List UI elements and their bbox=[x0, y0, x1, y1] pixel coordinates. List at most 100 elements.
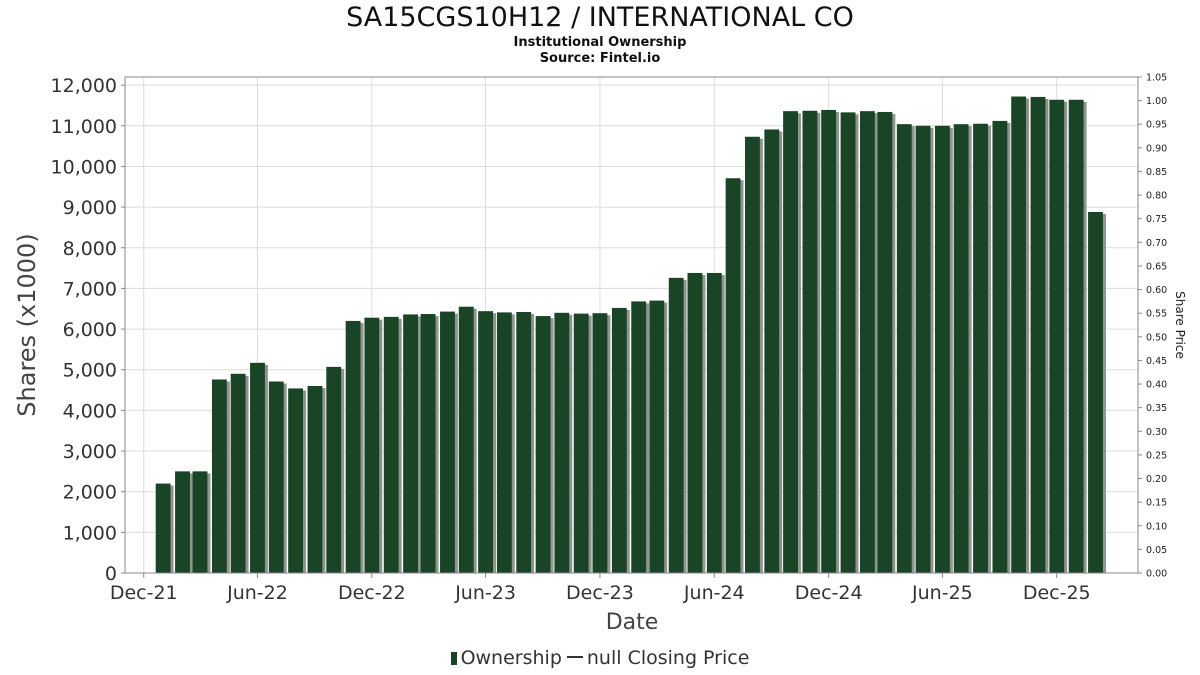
bar-ownership bbox=[268, 381, 284, 573]
y-axis-right: 0.00 0.05 0.10 0.15 0.20 0.25 0.30 0.35 0.40 0.45… bbox=[1138, 73, 1167, 580]
y2-tick-label: 0.55 bbox=[1146, 309, 1167, 320]
y-tick-label: 7,000 bbox=[63, 278, 117, 300]
bar-ownership bbox=[764, 129, 780, 573]
bar-ownership bbox=[211, 379, 227, 573]
y2-tick-label: 0.15 bbox=[1146, 498, 1167, 509]
x-axis-label: Date bbox=[606, 610, 659, 635]
y2-tick-label: 0.10 bbox=[1146, 521, 1167, 532]
y2-tick-label: 0.70 bbox=[1146, 238, 1167, 249]
y-tick-label: 2,000 bbox=[63, 482, 117, 504]
x-tick-label: Dec-25 bbox=[1023, 582, 1091, 604]
bar-ownership bbox=[687, 272, 703, 573]
y2-tick-label: 0.75 bbox=[1146, 214, 1167, 225]
y2-tick-label: 0.65 bbox=[1146, 261, 1167, 272]
y2-tick-label: 0.50 bbox=[1146, 332, 1167, 343]
y2-tick-label: 0.45 bbox=[1146, 356, 1167, 367]
bar-ownership bbox=[326, 366, 342, 573]
bar-ownership bbox=[896, 124, 912, 574]
y-tick-label: 6,000 bbox=[63, 319, 117, 341]
legend-price-label: null Closing Price bbox=[586, 647, 750, 669]
y-tick-label: 1,000 bbox=[63, 522, 117, 544]
y-tick-label: 4,000 bbox=[63, 400, 117, 422]
bar-ownership bbox=[478, 311, 494, 573]
bar-ownership bbox=[535, 316, 551, 573]
y-tick-label: 9,000 bbox=[63, 197, 117, 219]
legend-ownership-label: Ownership bbox=[460, 647, 562, 669]
bar-ownership bbox=[649, 300, 665, 573]
y2-tick-label: 1.05 bbox=[1146, 73, 1167, 84]
bar-ownership bbox=[934, 125, 950, 573]
bar-ownership bbox=[973, 123, 988, 574]
plot-frame bbox=[124, 76, 1139, 574]
bar-ownership bbox=[403, 314, 419, 573]
y2-tick-label: 0.30 bbox=[1146, 427, 1167, 438]
x-tick-label: Dec-23 bbox=[566, 582, 634, 604]
bar-ownership bbox=[725, 178, 741, 573]
bar-ownership bbox=[250, 362, 265, 573]
bar-ownership bbox=[383, 316, 399, 573]
bar-ownership bbox=[516, 311, 532, 573]
bar-series-ownership bbox=[155, 96, 1106, 574]
bar-ownership bbox=[1068, 99, 1084, 573]
bar-ownership bbox=[611, 307, 627, 573]
bar-ownership bbox=[802, 110, 818, 573]
y2-tick-label: 1.00 bbox=[1146, 96, 1167, 107]
y2-tick-label: 0.60 bbox=[1146, 285, 1167, 296]
y2-tick-label: 0.20 bbox=[1146, 474, 1167, 485]
bar-ownership bbox=[915, 125, 931, 573]
bar-ownership bbox=[175, 471, 190, 573]
y-tick-label: 11,000 bbox=[51, 116, 117, 138]
bar-ownership bbox=[440, 311, 455, 573]
y2-tick-label: 0.80 bbox=[1146, 191, 1167, 202]
chart-title: SA15CGS10H12 / INTERNATIONAL CO bbox=[346, 2, 854, 33]
bar-ownership bbox=[288, 388, 304, 573]
bar-ownership bbox=[230, 373, 246, 573]
bar-ownership bbox=[859, 111, 875, 573]
y-tick-label: 8,000 bbox=[63, 238, 117, 260]
chart-source: Source: Fintel.io bbox=[539, 51, 661, 66]
bar-ownership bbox=[745, 136, 760, 574]
x-axis: Dec-21 Jun-22 Dec-22 Jun-23 Dec-23 Jun-24 Dec-… bbox=[110, 573, 1091, 604]
y-axis-label: Shares (x1000) bbox=[13, 233, 41, 416]
bar-ownership bbox=[420, 314, 436, 573]
bar-ownership bbox=[364, 317, 380, 573]
y2-tick-label: 0.35 bbox=[1146, 403, 1167, 414]
bar-ownership bbox=[992, 120, 1008, 573]
y-tick-label: 12,000 bbox=[51, 75, 117, 97]
x-tick-label: Dec-21 bbox=[110, 582, 178, 604]
bar-ownership bbox=[192, 471, 208, 573]
y2-axis-label: Share Price bbox=[1173, 291, 1187, 359]
bar-ownership bbox=[458, 306, 474, 573]
y2-tick-label: 0.85 bbox=[1146, 167, 1167, 178]
x-tick-label: Jun-25 bbox=[911, 582, 973, 604]
y-tick-label: 0 bbox=[105, 563, 117, 585]
bar-ownership bbox=[1030, 96, 1046, 573]
x-tick-label: Jun-22 bbox=[226, 582, 288, 604]
legend-ownership-swatch bbox=[450, 652, 457, 665]
y-tick-label: 5,000 bbox=[63, 360, 117, 382]
bar-ownership bbox=[631, 301, 647, 573]
bar-ownership bbox=[668, 277, 684, 573]
legend-price-line bbox=[566, 656, 583, 658]
bar-ownership bbox=[840, 112, 856, 574]
bar-ownership bbox=[706, 272, 722, 573]
x-tick-label: Jun-24 bbox=[683, 582, 745, 604]
x-tick-label: Jun-23 bbox=[454, 582, 516, 604]
bar-ownership bbox=[821, 109, 837, 573]
y2-tick-label: 0.40 bbox=[1146, 380, 1167, 391]
chart-subtitle: Institutional Ownership bbox=[513, 35, 687, 50]
bar-ownership bbox=[155, 483, 171, 573]
bar-ownership bbox=[592, 313, 608, 573]
bar-ownership bbox=[573, 313, 589, 573]
y2-tick-label: 0.95 bbox=[1146, 120, 1167, 131]
x-tick-label: Dec-24 bbox=[795, 582, 863, 604]
bar-ownership bbox=[877, 111, 893, 574]
bar-ownership bbox=[345, 320, 361, 573]
y2-tick-label: 0.25 bbox=[1146, 450, 1167, 461]
bar-ownership bbox=[307, 385, 323, 573]
y-tick-label: 10,000 bbox=[51, 156, 117, 178]
bar-ownership bbox=[496, 312, 512, 573]
bar-ownership bbox=[1011, 96, 1027, 573]
y2-tick-label: 0.05 bbox=[1146, 545, 1167, 556]
